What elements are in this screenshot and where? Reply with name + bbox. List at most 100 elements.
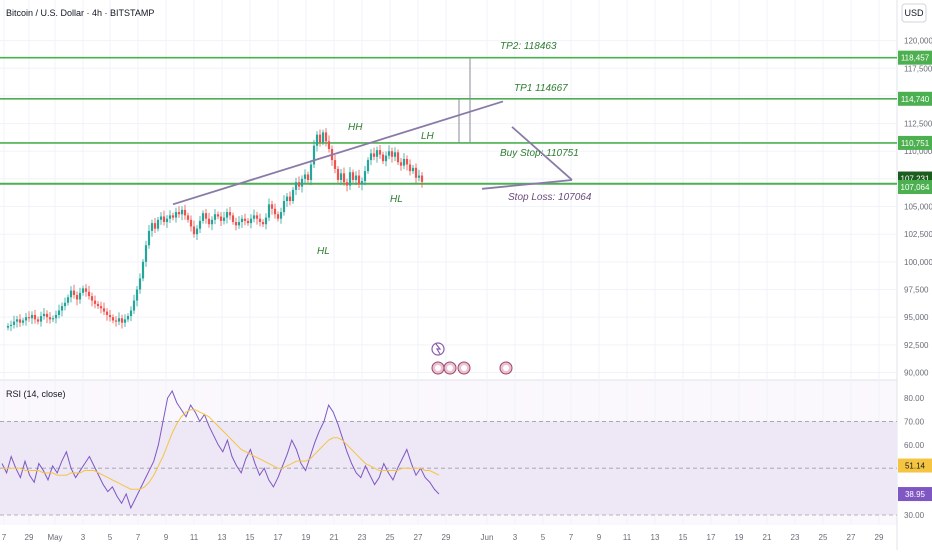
candle-body <box>360 181 364 185</box>
earnings-event-icon[interactable] <box>443 361 457 375</box>
candle-body <box>153 223 157 229</box>
candle-body <box>108 314 112 318</box>
time-tick-label: Jun <box>481 533 494 542</box>
candle-body <box>144 245 148 262</box>
price-tick-label: 112,500 <box>904 120 932 129</box>
buy-stop-price-tag-bg <box>898 135 932 150</box>
candle-body <box>366 160 370 172</box>
trend-drawings[interactable] <box>172 100 573 206</box>
candle-body <box>312 145 316 165</box>
time-axis-ticks: 7 29 May 3 5 7 9 11 13 15 17 19 21 23 25 27 29 Jun 3 5 7 9 11 1… <box>2 533 884 542</box>
candle-body <box>264 217 268 225</box>
candle-body <box>15 319 19 322</box>
hl-lower-annotation: HL <box>317 246 330 257</box>
earnings-event-icon[interactable] <box>457 361 471 375</box>
candle-body <box>66 297 70 303</box>
candle-body <box>417 175 421 178</box>
tp1-label: TP1 114667 <box>514 83 568 94</box>
currency-button[interactable] <box>901 3 927 23</box>
candle-body <box>165 218 169 223</box>
candle-body <box>45 313 49 318</box>
candle-body <box>54 314 58 319</box>
tp1-price-tag-bg <box>898 91 932 106</box>
candle-body <box>297 182 301 187</box>
time-tick-label: 7 <box>2 533 7 542</box>
price-tick-label: 97,500 <box>904 286 929 295</box>
time-tick-label: 27 <box>414 533 423 542</box>
triangle-upper-line[interactable] <box>511 126 573 181</box>
candle-body <box>132 300 136 311</box>
time-tick-label: 3 <box>513 533 518 542</box>
candle-body <box>396 152 400 163</box>
earnings-event-icon[interactable] <box>499 361 513 375</box>
candle-body <box>174 212 178 218</box>
candle-body <box>345 182 349 186</box>
candle-body <box>75 295 79 300</box>
candle-body <box>261 222 265 225</box>
rsi-indicator-label[interactable]: RSI (14, close) <box>6 389 66 399</box>
candle-body <box>240 218 244 223</box>
candle-body <box>147 230 151 246</box>
candle-body <box>72 290 76 296</box>
rsi-ma-value-tag-bg <box>898 458 932 473</box>
candle-body <box>57 310 61 315</box>
triangle-lower-line[interactable] <box>481 179 573 190</box>
price-tick-label: 120,000 <box>904 37 932 46</box>
candle-body <box>303 174 307 179</box>
candle-body <box>39 316 43 322</box>
time-tick-label: 21 <box>763 533 772 542</box>
candle-body <box>246 220 250 224</box>
candle-body <box>168 215 172 219</box>
candle-body <box>87 291 91 297</box>
candle-body <box>177 212 181 215</box>
time-tick-label: 21 <box>330 533 339 542</box>
candle-body <box>231 215 235 223</box>
time-tick-label: 3 <box>81 533 86 542</box>
rising-trendline[interactable] <box>172 100 504 206</box>
stop-loss-price-tag-bg <box>898 180 932 195</box>
candle-body <box>186 215 190 220</box>
rsi-ma-value-tag: 51.14 <box>905 462 926 471</box>
time-tick-label: 23 <box>358 533 367 542</box>
candle-body <box>96 303 100 307</box>
candle-body <box>228 212 232 216</box>
candle-body <box>327 141 331 150</box>
symbol-title: Bitcoin / U.S. Dollar · 4h · BITSTAMP <box>6 8 154 18</box>
tp1-price-tag: 114,740 <box>901 95 930 104</box>
candle-body <box>384 155 388 162</box>
time-tick-label: 29 <box>25 533 34 542</box>
rsi-line <box>1 389 440 510</box>
time-tick-label: 25 <box>386 533 395 542</box>
time-tick-label: 15 <box>246 533 255 542</box>
earnings-event-icon[interactable] <box>431 361 445 375</box>
candle-body <box>99 306 103 309</box>
horizontal-grid <box>0 40 897 373</box>
candle-body <box>138 278 142 290</box>
candle-body <box>252 215 256 219</box>
candle-body <box>408 164 412 172</box>
candle-body <box>156 219 160 229</box>
dividends-icon[interactable] <box>431 342 445 356</box>
time-tick-label: 17 <box>274 533 283 542</box>
candle-body <box>372 153 376 157</box>
candle-body <box>267 204 271 218</box>
candle-body <box>234 222 238 226</box>
currency-button-label[interactable]: USD <box>904 8 924 18</box>
time-tick-label: 19 <box>302 533 311 542</box>
time-tick-label: 13 <box>651 533 660 542</box>
candle-body <box>285 196 289 201</box>
hh-annotation: HH <box>348 122 363 133</box>
time-tick-label: 11 <box>623 533 632 542</box>
candle-body <box>393 152 397 157</box>
candle-body <box>357 175 361 185</box>
price-tick-label: 90,000 <box>904 368 929 377</box>
time-tick-label: 9 <box>597 533 602 542</box>
stop-loss-price-tag: 107,064 <box>901 183 930 192</box>
time-tick-label: 5 <box>108 533 113 542</box>
candle-body <box>171 215 175 218</box>
candle-body <box>120 318 124 323</box>
hl-upper-annotation: HL <box>390 194 403 205</box>
candle-body <box>258 218 262 223</box>
